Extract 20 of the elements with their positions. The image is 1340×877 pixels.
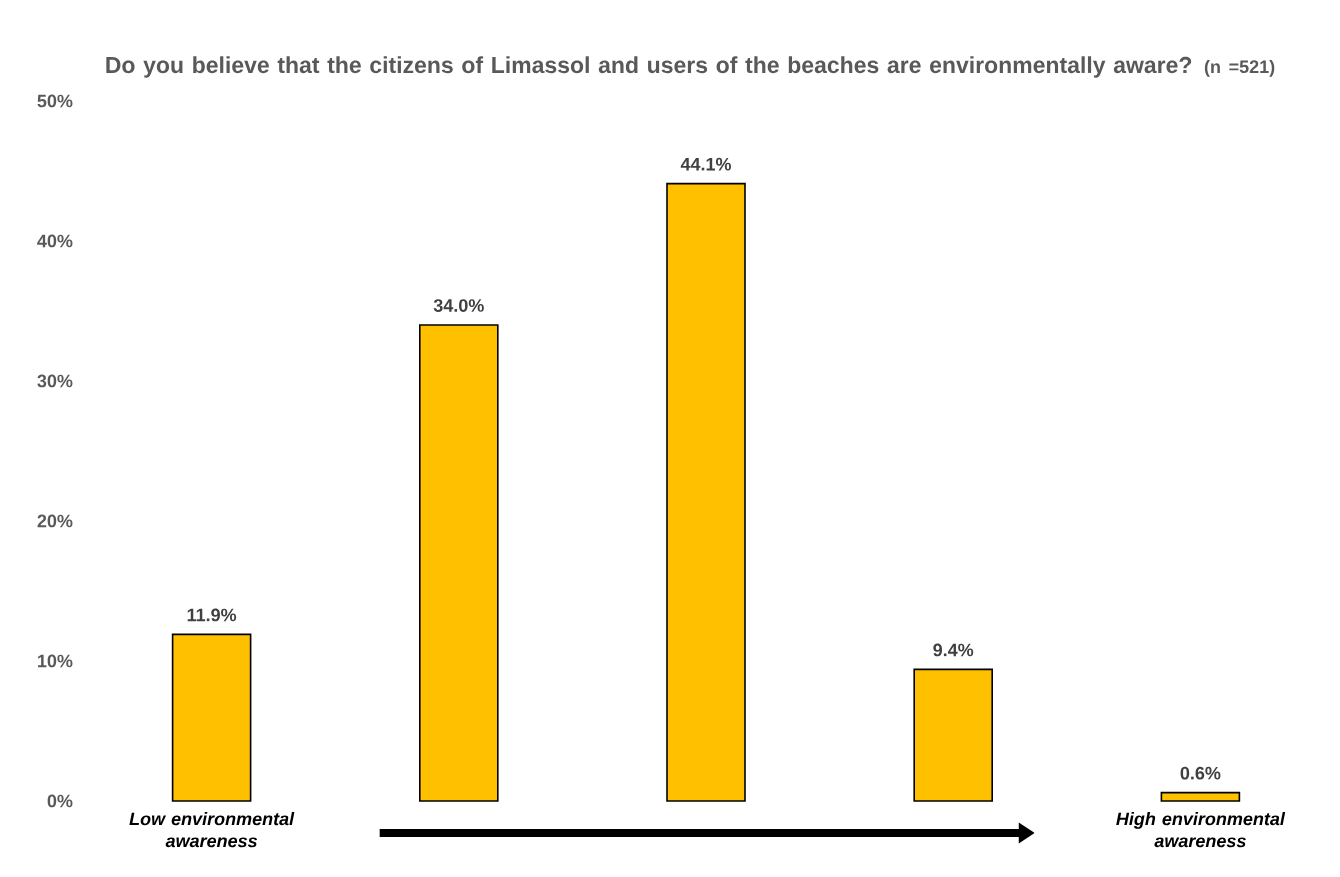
y-tick-label: 30%: [37, 374, 73, 388]
chart-title: Do you believe that the citizens of Limassol and users of the beaches are environmentally aware?: [106, 56, 1192, 78]
bar: [419, 324, 499, 802]
y-tick-label: 50%: [37, 94, 73, 108]
data-label: 44.1%: [680, 157, 732, 171]
x-tick-label: Low environmental awareness: [129, 812, 295, 848]
bar: [913, 668, 993, 802]
bar: [1160, 791, 1241, 802]
y-tick-label: 10%: [38, 654, 73, 668]
bar: [171, 633, 252, 802]
x-tick-label: High environmental awareness: [1116, 812, 1286, 848]
data-label: 11.9%: [187, 608, 237, 622]
data-label: 9.4%: [933, 643, 974, 657]
y-tick-label: 0%: [47, 794, 73, 808]
y-tick-label: 20%: [37, 514, 73, 528]
data-label: 0.6%: [1180, 766, 1221, 780]
bar: [666, 182, 746, 802]
y-tick-label: 40%: [37, 234, 73, 248]
chart-subtitle: (n =521): [1204, 59, 1275, 77]
data-label: 34.0%: [433, 299, 484, 312]
